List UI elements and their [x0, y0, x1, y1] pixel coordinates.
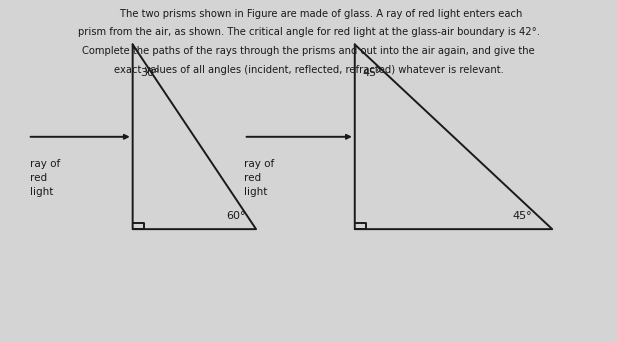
Text: 30°: 30°: [141, 68, 160, 78]
Text: exact values of all angles (incident, reflected, refracted) whatever is relevant: exact values of all angles (incident, re…: [114, 65, 503, 75]
Text: 45°: 45°: [512, 211, 532, 221]
Text: 45°: 45°: [363, 68, 383, 78]
Text: 60°: 60°: [226, 211, 246, 221]
Text: prism from the air, as shown. The critical angle for red light at the glass-air : prism from the air, as shown. The critic…: [78, 27, 539, 37]
Text: Complete the paths of the rays through the prisms and out into the air again, an: Complete the paths of the rays through t…: [82, 46, 535, 56]
Text: ray of
red
light: ray of red light: [30, 159, 60, 197]
Text: The two prisms shown in Figure are made of glass. A ray of red light enters each: The two prisms shown in Figure are made …: [95, 9, 522, 18]
Text: ray of
red
light: ray of red light: [244, 159, 274, 197]
